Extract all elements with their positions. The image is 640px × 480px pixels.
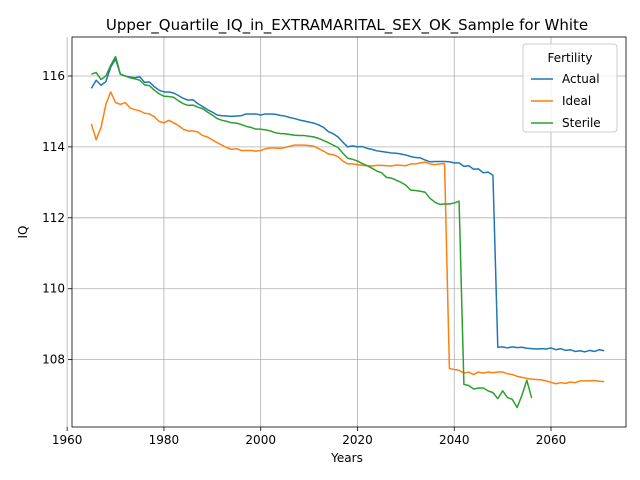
series-line-sterile — [91, 55, 533, 409]
x-tick-label: 2000 — [245, 433, 276, 447]
legend-title: Fertility — [547, 51, 592, 65]
plot-lines — [90, 55, 605, 409]
chart-title: Upper_Quartile_IQ_in_EXTRAMARITAL_SEX_OK… — [106, 16, 588, 35]
y-axis-ticks: 108 110 112 114 116 — [42, 69, 72, 367]
x-axis-ticks: 1960 1980 2000 2020 2040 2060 — [52, 427, 566, 447]
y-tick-label: 110 — [42, 282, 65, 296]
legend-box — [522, 43, 618, 133]
y-tick-label: 116 — [42, 69, 65, 83]
series-line-ideal — [90, 91, 605, 385]
legend-label-ideal: Ideal — [562, 94, 591, 108]
legend: Fertility Actual Ideal Sterile — [522, 43, 618, 133]
series-line-actual — [90, 58, 605, 353]
legend-label-sterile: Sterile — [562, 116, 601, 130]
y-tick-label: 112 — [42, 211, 65, 225]
legend-entries: Actual Ideal Sterile — [531, 72, 601, 130]
x-tick-label: 2020 — [342, 433, 373, 447]
axes-frame — [71, 36, 627, 428]
x-tick-label: 1960 — [52, 433, 83, 447]
y-tick-label: 114 — [42, 140, 65, 154]
x-tick-label: 1980 — [149, 433, 180, 447]
x-tick-label: 2040 — [439, 433, 470, 447]
y-axis-label: IQ — [16, 226, 30, 239]
legend-label-actual: Actual — [562, 72, 600, 86]
y-tick-label: 108 — [42, 353, 65, 367]
x-axis-label: Years — [330, 451, 363, 465]
x-tick-label: 2060 — [536, 433, 567, 447]
